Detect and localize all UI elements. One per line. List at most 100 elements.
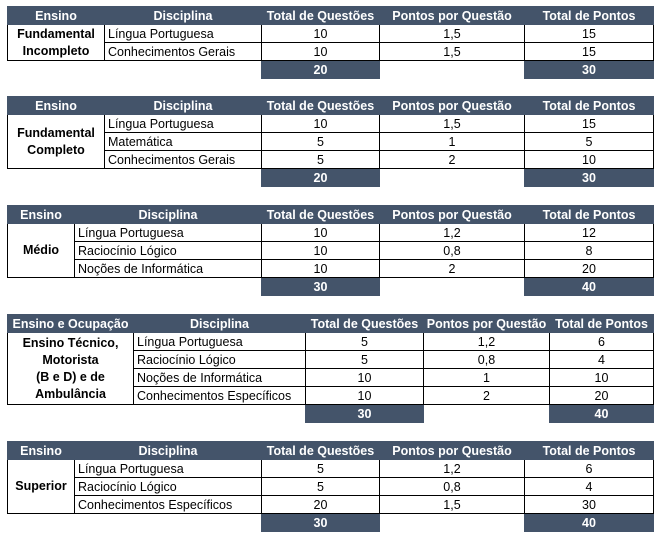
total-row: 30 40	[8, 404, 654, 423]
table-row: Conhecimentos Específicos 20 1,5 30	[8, 495, 654, 514]
total-cell: 4	[524, 477, 654, 496]
sum-pontos: 30	[524, 60, 654, 79]
table-superior: Ensino Disciplina Total de Questões Pont…	[7, 441, 654, 532]
level-line: Superior	[15, 479, 67, 493]
total-cell: 10	[524, 150, 654, 169]
pontos-cell: 1,5	[379, 114, 525, 133]
sum-pontos: 30	[524, 168, 654, 187]
total-cell: 15	[524, 114, 654, 133]
questoes-cell: 20	[261, 495, 380, 514]
level-line: Fundamental	[17, 125, 95, 140]
header-total-questoes: Total de Questões	[261, 441, 380, 460]
header-row: Ensino Disciplina Total de Questões Pont…	[7, 96, 654, 115]
total-row: 20 30	[8, 60, 654, 79]
questoes-cell: 5	[305, 332, 424, 351]
questoes-cell: 5	[261, 477, 380, 496]
questoes-cell: 10	[261, 241, 380, 260]
level-line: Fundamental	[17, 26, 95, 41]
pontos-cell: 1,2	[423, 332, 550, 351]
pontos-cell: 0,8	[379, 477, 525, 496]
table-row: Raciocínio Lógico 10 0,8 8	[8, 241, 654, 260]
header-disciplina: Disciplina	[104, 96, 262, 115]
level-cell: Superior	[7, 459, 75, 514]
level-cell: Médio	[7, 223, 75, 278]
header-ensino: Ensino	[7, 441, 75, 460]
pontos-cell: 1,5	[379, 24, 525, 43]
level-cell: Fundamental Incompleto	[7, 24, 105, 61]
total-cell: 20	[549, 386, 654, 405]
table-fundamental-incompleto: Ensino Disciplina Total de Questões Pont…	[7, 6, 654, 79]
total-cell: 6	[524, 459, 654, 478]
questoes-cell: 5	[305, 350, 424, 369]
pontos-cell: 1	[423, 368, 550, 387]
sum-pontos: 40	[524, 513, 654, 532]
header-total-questoes: Total de Questões	[305, 314, 424, 333]
header-pontos-questao: Pontos por Questão	[379, 6, 525, 25]
header-row: Ensino Disciplina Total de Questões Pont…	[7, 205, 654, 224]
header-total-questoes: Total de Questões	[261, 6, 380, 25]
questoes-cell: 5	[261, 150, 380, 169]
pontos-cell: 0,8	[379, 241, 525, 260]
total-cell: 12	[524, 223, 654, 242]
level-line: Motorista	[42, 352, 99, 367]
total-cell: 30	[524, 495, 654, 514]
sum-pontos: 40	[549, 404, 654, 423]
pontos-cell: 1,2	[379, 459, 525, 478]
header-row: Ensino Disciplina Total de Questões Pont…	[7, 6, 654, 25]
sum-questoes: 30	[305, 404, 424, 423]
header-ensino: Ensino	[7, 6, 105, 25]
header-ensino: Ensino	[7, 96, 105, 115]
pontos-cell: 0,8	[423, 350, 550, 369]
table-row: Conhecimentos Gerais 10 1,5 15	[8, 42, 654, 61]
table-row: Matemática 5 1 5	[8, 132, 654, 151]
table-fundamental-completo: Ensino Disciplina Total de Questões Pont…	[7, 96, 654, 187]
questoes-cell: 5	[261, 459, 380, 478]
pontos-cell: 1	[379, 132, 525, 151]
header-ensino-ocupacao: Ensino e Ocupação	[7, 314, 134, 333]
header-total-pontos: Total de Pontos	[524, 96, 654, 115]
total-row: 20 30	[8, 168, 654, 187]
questoes-cell: 10	[261, 223, 380, 242]
table-ensino-tecnico: Ensino e Ocupação Disciplina Total de Qu…	[7, 314, 654, 423]
table-row: Médio Língua Portuguesa 10 1,2 12	[7, 223, 654, 278]
disciplina-cell: Raciocínio Lógico	[74, 477, 262, 496]
questoes-cell: 10	[261, 42, 380, 61]
table-row: Noções de Informática 10 2 20	[8, 259, 654, 278]
header-disciplina: Disciplina	[74, 205, 262, 224]
table-row: Fundamental Completo Língua Portuguesa 10…	[7, 114, 654, 169]
total-row: 30 40	[8, 277, 654, 296]
header-total-questoes: Total de Questões	[261, 205, 380, 224]
disciplina-cell: Conhecimentos Específicos	[74, 495, 262, 514]
header-disciplina: Disciplina	[74, 441, 262, 460]
disciplina-cell: Matemática	[104, 132, 262, 151]
pontos-cell: 2	[379, 150, 525, 169]
questoes-cell: 10	[305, 368, 424, 387]
disciplina-cell: Conhecimentos Específicos	[133, 386, 306, 405]
level-cell: Ensino Técnico, Motorista (B e D) e de Ambu…	[7, 332, 134, 405]
header-pontos-questao: Pontos por Questão	[379, 441, 525, 460]
header-row: Ensino e Ocupação Disciplina Total de Qu…	[7, 314, 654, 333]
pontos-cell: 1,5	[379, 42, 525, 61]
disciplina-cell: Raciocínio Lógico	[133, 350, 306, 369]
table-row: Conhecimentos Gerais 5 2 10	[8, 150, 654, 169]
total-cell: 8	[524, 241, 654, 260]
header-disciplina: Disciplina	[104, 6, 262, 25]
disciplina-cell: Língua Portuguesa	[133, 332, 306, 351]
sum-questoes: 30	[261, 277, 380, 296]
header-total-pontos: Total de Pontos	[524, 205, 654, 224]
disciplina-cell: Raciocínio Lógico	[74, 241, 262, 260]
sum-pontos: 40	[524, 277, 654, 296]
level-line: Médio	[22, 243, 60, 257]
level-cell: Fundamental Completo	[7, 114, 105, 169]
disciplina-cell: Língua Portuguesa	[104, 114, 262, 133]
disciplina-cell: Conhecimentos Gerais	[104, 150, 262, 169]
level-line: Ambulância	[35, 386, 106, 401]
header-pontos-questao: Pontos por Questão	[379, 96, 525, 115]
pontos-cell: 2	[423, 386, 550, 405]
total-cell: 6	[549, 332, 654, 351]
level-line: (B e D) e de	[36, 369, 105, 384]
header-disciplina: Disciplina	[133, 314, 306, 333]
sum-questoes: 20	[261, 60, 380, 79]
disciplina-cell: Conhecimentos Gerais	[104, 42, 262, 61]
total-cell: 5	[524, 132, 654, 151]
